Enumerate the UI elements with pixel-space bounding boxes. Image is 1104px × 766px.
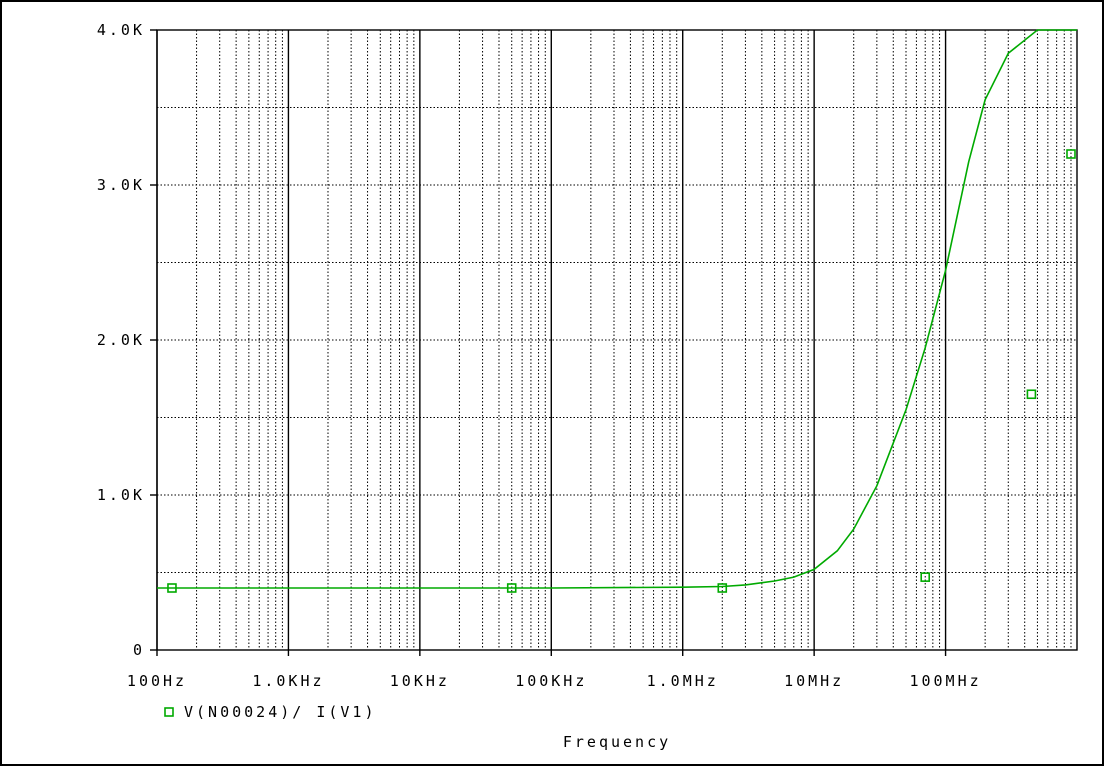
series-marker [920, 572, 931, 582]
x-tick-label: 1.0MHz [647, 672, 719, 690]
grid [156, 30, 1077, 650]
x-tick-label: 100KHz [515, 672, 587, 690]
tick-labels: 0 1.0K 2.0K 3.0K 4.0K 100Hz 1.0KHz 10KHz 100KHz 1… [97, 21, 981, 690]
x-tick-label: 10KHz [390, 672, 450, 690]
x-tick-label: 10MHz [784, 672, 844, 690]
legend: V(N00024)/ I(V1) [164, 703, 377, 721]
x-tick-label: 100Hz [127, 672, 187, 690]
x-tick-label: 1.0KHz [252, 672, 324, 690]
series-line [157, 29, 1077, 589]
series-marker [1026, 389, 1037, 400]
legend-marker [164, 707, 174, 717]
y-tick-label: 2.0K [97, 331, 145, 349]
y-tick-label: 0 [133, 641, 145, 659]
series-marker [1066, 149, 1076, 159]
axes [150, 29, 1078, 656]
series-marker [506, 583, 517, 593]
y-tick-label: 1.0K [97, 486, 145, 504]
x-tick-label: 100MHz [909, 672, 981, 690]
series-marker [717, 583, 728, 593]
legend-entry: V(N00024)/ I(V1) [184, 703, 377, 721]
series-marker [167, 583, 177, 593]
x-axis-label: Frequency [563, 733, 671, 751]
y-tick-label: 3.0K [97, 176, 145, 194]
y-tick-label: 4.0K [97, 21, 145, 39]
series [157, 29, 1077, 593]
